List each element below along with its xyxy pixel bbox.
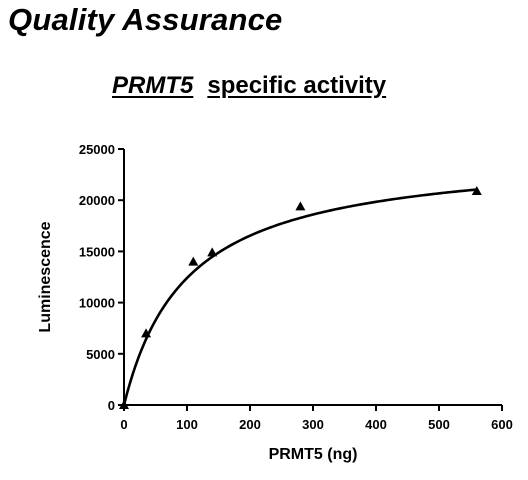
chart-title-text: specific activity: [207, 72, 387, 99]
fit-curve: [122, 188, 477, 406]
data-points: [119, 185, 482, 409]
y-axis-title: Luminescence: [37, 221, 54, 332]
x-axis-title: PRMT5 (ng): [269, 446, 358, 463]
data-point: [207, 247, 218, 257]
x-tick-label: 600: [491, 417, 513, 432]
x-tick-label: 300: [302, 417, 324, 432]
x-tick-label: 200: [239, 417, 261, 432]
chart-axes: [123, 149, 502, 406]
data-point: [471, 185, 482, 195]
data-point: [141, 328, 152, 338]
x-tick-label: 400: [365, 417, 387, 432]
y-tick-label: 20000: [79, 193, 115, 208]
page-heading: Quality Assurance: [8, 2, 283, 37]
x-tick-label: 100: [176, 417, 198, 432]
chart-title-gene: PRMT5: [112, 72, 194, 99]
data-point: [188, 256, 199, 266]
y-tick-label: 5000: [86, 347, 115, 362]
chart-title: PRMT5 specific activity: [112, 72, 386, 100]
x-tick-label: 0: [120, 417, 127, 432]
y-tick-label: 15000: [79, 244, 115, 259]
y-tick-label: 0: [108, 398, 115, 413]
fit-curve-group: [122, 188, 477, 406]
x-tick-label: 500: [428, 417, 450, 432]
y-tick-label: 25000: [79, 142, 115, 157]
data-point: [119, 400, 129, 409]
chart-ticks: 0 100 200 300 400 500 600 0 5000 10000 15000 20000 2…: [79, 142, 513, 432]
y-tick-label: 10000: [79, 296, 115, 311]
data-point: [295, 201, 306, 211]
